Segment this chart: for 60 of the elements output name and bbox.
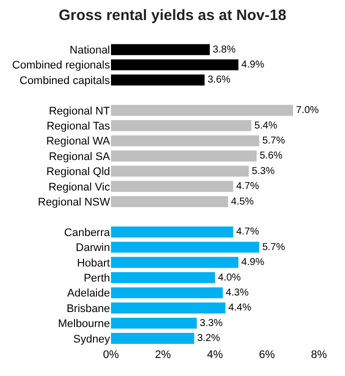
data-label: 3.3% bbox=[200, 318, 223, 329]
bar bbox=[111, 135, 260, 146]
y-tick-label: Regional Qld bbox=[46, 166, 110, 178]
chart-title: Gross rental yields as at Nov-18 bbox=[58, 6, 286, 24]
bar bbox=[111, 196, 228, 208]
y-tick-label: Hobart bbox=[76, 257, 110, 270]
bar bbox=[111, 287, 223, 298]
bar bbox=[111, 332, 194, 344]
bar bbox=[111, 272, 215, 284]
y-tick-label: Regional SA bbox=[48, 150, 111, 163]
data-label: 4.7% bbox=[236, 226, 260, 238]
y-tick-label: Regional NT bbox=[48, 105, 110, 118]
data-label: 4.5% bbox=[231, 196, 254, 208]
bar bbox=[111, 226, 234, 238]
data-label: 5.6% bbox=[260, 150, 283, 162]
data-label: 4.0% bbox=[218, 272, 241, 284]
bar bbox=[111, 59, 238, 70]
y-tick-label: Combined capitals bbox=[20, 74, 110, 87]
bar bbox=[111, 104, 293, 116]
y-tick-label: Melbourne bbox=[58, 318, 110, 330]
data-label: 4.4% bbox=[228, 302, 252, 314]
data-label: 7.0% bbox=[296, 105, 319, 116]
bar bbox=[111, 242, 260, 253]
data-label: 4.9% bbox=[241, 60, 264, 71]
bar bbox=[111, 256, 238, 268]
y-tick-label: National bbox=[70, 44, 110, 56]
data-label: 3.6% bbox=[208, 74, 231, 86]
y-tick-label: Regional NSW bbox=[38, 196, 111, 208]
bar bbox=[111, 150, 257, 162]
x-tick-label: 8% bbox=[311, 349, 328, 361]
x-tick-label: 2% bbox=[155, 349, 172, 361]
bar bbox=[111, 180, 234, 192]
data-label: 5.4% bbox=[254, 120, 278, 132]
bar bbox=[111, 302, 226, 314]
data-label: 4.9% bbox=[241, 257, 264, 268]
bar bbox=[111, 74, 205, 86]
y-tick-label: Regional WA bbox=[46, 136, 111, 148]
y-tick-label: Perth bbox=[84, 272, 110, 284]
y-tick-label: Sydney bbox=[73, 333, 110, 346]
x-tick-label: 4% bbox=[207, 349, 224, 361]
y-tick-label: Darwin bbox=[76, 242, 110, 254]
bar bbox=[111, 44, 210, 56]
data-label: 4.7% bbox=[236, 181, 260, 192]
data-label: 5.7% bbox=[262, 242, 286, 253]
y-tick-label: Combined regionals bbox=[12, 60, 110, 72]
data-label: 3.2% bbox=[197, 333, 220, 344]
data-label: 5.3% bbox=[252, 166, 275, 177]
x-tick-label: 6% bbox=[259, 349, 276, 361]
y-tick-label: Adelaide bbox=[67, 288, 110, 300]
data-label: 5.7% bbox=[262, 136, 286, 147]
bar bbox=[111, 166, 249, 177]
data-label: 3.8% bbox=[212, 44, 236, 56]
y-tick-label: Brisbane bbox=[66, 302, 110, 315]
y-tick-label: Regional Vic bbox=[48, 181, 110, 194]
data-label: 4.3% bbox=[226, 288, 249, 299]
bar bbox=[111, 120, 252, 132]
y-tick-label: Regional Tas bbox=[46, 120, 110, 132]
x-tick-label: 0% bbox=[103, 349, 120, 361]
bar bbox=[111, 318, 197, 329]
y-tick-label: Canberra bbox=[64, 226, 111, 239]
